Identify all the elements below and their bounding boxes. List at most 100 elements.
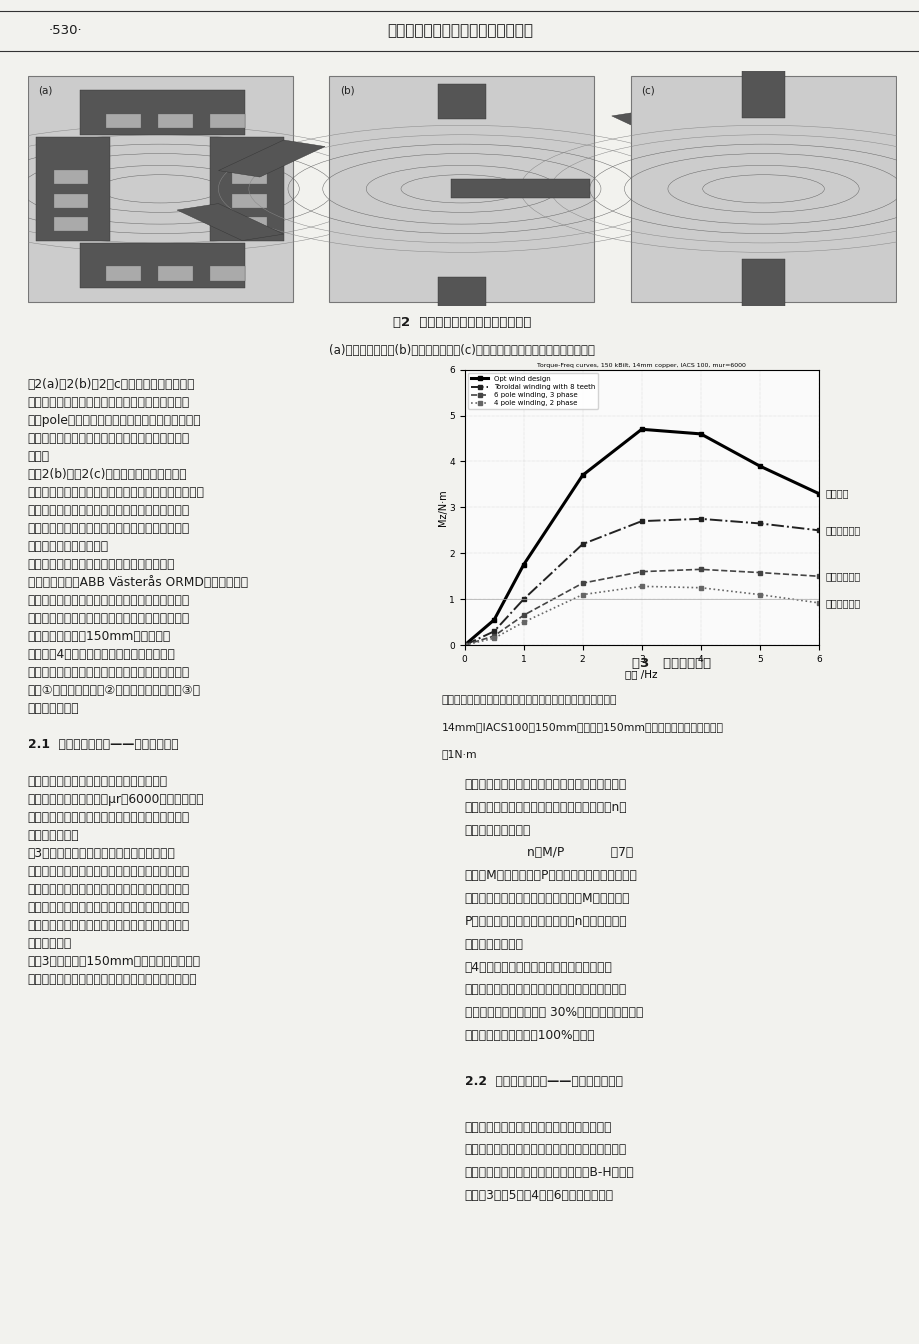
Text: P都和电流成平方比例，搔拌能效n在不饱和的情: P都和电流成平方比例，搔拌能效n在不饱和的情 (464, 915, 627, 927)
Bar (741, 259, 785, 312)
Text: 可以比三相磁极绕组高100%左右。: 可以比三相磁极绕组高100%左右。 (464, 1030, 595, 1042)
Text: 绕组，三相环形绕组和笔者新的优化设计。比较条: 绕组，三相环形绕组和笔者新的优化设计。比较条 (28, 667, 189, 679)
Opt wind design (459, 637, 470, 653)
Text: 笔者可以认为在环绕组是把线圈改绕在磁极绕组的: 笔者可以认为在环绕组是把线圈改绕在磁极绕组的 (28, 504, 189, 517)
Opt wind design (517, 556, 528, 573)
Bar (158, 114, 193, 128)
Line: Opt wind design: Opt wind design (461, 427, 821, 648)
Text: (c): (c) (641, 86, 654, 95)
Bar (652, 234, 759, 271)
Bar (741, 67, 785, 118)
6 pole winding, 3 phase (695, 562, 706, 578)
Text: 方式的绕组对搔拌器的设计有现实的指导意义。在: 方式的绕组对搔拌器的设计有现实的指导意义。在 (28, 612, 189, 625)
Bar (80, 90, 244, 134)
Opt wind design (812, 485, 823, 501)
Text: 磁极绕组和三相环形绕组的结构取得完全相同。所以，: 磁极绕组和三相环形绕组的结构取得完全相同。所以， (28, 485, 204, 499)
Text: 外装式搔拌器也采用了磁极绕组。因此，比较不同: 外装式搔拌器也采用了磁极绕组。因此，比较不同 (28, 594, 189, 607)
6 pole winding, 3 phase (459, 637, 470, 653)
Title: Torque-Freq curves, 150 kBilt, 14mm copper, IACS 100, mur=6000: Torque-Freq curves, 150 kBilt, 14mm copp… (537, 363, 745, 368)
Toroidal winding with 8 teeth (576, 536, 587, 552)
Text: 线性模型结果，横轴是频率，纵轴是搔拌力矩，结晶器铜管壁: 线性模型结果，横轴是频率，纵轴是搔拌力矩，结晶器铜管壁 (441, 695, 617, 704)
Text: 没有考虑在内。: 没有考虑在内。 (28, 829, 79, 841)
Text: 电能也少一些。因此，笔者引进搔拌能量效率n以: 电能也少一些。因此，笔者引进搔拌能量效率n以 (464, 801, 627, 813)
Text: 而剤除其他因素的影响。: 而剤除其他因素的影响。 (28, 540, 108, 552)
Text: 图4显示了四种位型的线性搔拌能效，在磁铁: 图4显示了四种位型的线性搔拌能效，在磁铁 (464, 961, 612, 973)
Text: (a)两相磁极绕组；(b)三相磁极绕组；(c)三相环形绕组；环形绕组有时不带磁齿: (a)两相磁极绕组；(b)三相磁极绕组；(c)三相环形绕组；环形绕组有时不带磁齿 (329, 344, 595, 358)
4 pole winding, 2 phase (576, 586, 587, 602)
Line: Toroidal winding with 8 teeth: Toroidal winding with 8 teeth (462, 517, 820, 646)
Text: 三相环形绕组，三相磁极绕组，两相磁极绕组。优: 三相环形绕组，三相磁极绕组，两相磁极绕组。优 (28, 883, 189, 896)
6 pole winding, 3 phase (754, 564, 765, 581)
Text: 比较图3和图5，图4和图6注意到，由于磁: 比较图3和图5，图4和图6注意到，由于磁 (464, 1189, 613, 1202)
Toroidal winding with 8 teeth (695, 511, 706, 527)
Text: 况下和电流无关。: 况下和电流无关。 (464, 938, 523, 950)
Opt wind design (636, 421, 647, 437)
Opt wind design (695, 426, 706, 442)
Bar (218, 140, 324, 177)
Text: 两相磁极绕组: 两相磁极绕组 (825, 598, 860, 607)
Text: n＝M/P            （7）: n＝M/P （7） (464, 847, 632, 859)
Text: 化设计是在三相环形绕组的基础上进一步改进而成: 化设计是在三相环形绕组的基础上进一步改进而成 (28, 900, 189, 914)
Bar (232, 218, 267, 231)
Text: 件是①相同的安匭数；②相同的结晶器铜管；③相: 件是①相同的安匭数；②相同的结晶器铜管；③相 (28, 684, 200, 698)
Text: 在图2(b)和图2(c)中，笔者有意识地把三相: 在图2(b)和图2(c)中，笔者有意识地把三相 (28, 468, 187, 481)
4 pole winding, 2 phase (517, 614, 528, 630)
4 pole winding, 2 phase (636, 578, 647, 594)
Bar (80, 243, 244, 288)
Bar (329, 77, 594, 302)
Toroidal winding with 8 teeth (517, 591, 528, 607)
Text: 耗以外的所有有功功率。因为搔拌力M和搔拌功率: 耗以外的所有有功功率。因为搔拌力M和搔拌功率 (464, 892, 630, 905)
Text: 线性模型假定的条件，即磁铁不饱和与现实情: 线性模型假定的条件，即磁铁不饱和与现实情 (464, 1121, 611, 1133)
Text: 不饱和的情况下，就最佳搔拌能效而言，三相环形: 不饱和的情况下，就最佳搔拌能效而言，三相环形 (464, 984, 626, 996)
Text: 但是，考虑到两相绕组的线圈要少两个，所消耗的: 但是，考虑到两相绕组的线圈要少两个，所消耗的 (464, 778, 626, 790)
Text: 图3   搔拌力矩比较: 图3 搔拌力矩比较 (631, 657, 710, 671)
Bar (210, 114, 244, 128)
6 pole winding, 3 phase (517, 607, 528, 624)
4 pole winding, 2 phase (812, 595, 823, 612)
6 pole winding, 3 phase (488, 628, 499, 644)
Toroidal winding with 8 teeth (459, 637, 470, 653)
Bar (106, 266, 141, 281)
Text: 笔者比较4种位型：两相磁极绕组，三相磁极: 笔者比较4种位型：两相磁极绕组，三相磁极 (28, 648, 176, 661)
Bar (232, 194, 267, 207)
Opt wind design (754, 458, 765, 474)
Line: 4 pole winding, 2 phase: 4 pole winding, 2 phase (462, 585, 820, 646)
Text: (a): (a) (38, 86, 52, 95)
Text: 同的磁轭高度。: 同的磁轭高度。 (28, 703, 79, 715)
Text: (b): (b) (339, 86, 354, 95)
Toroidal winding with 8 teeth (812, 523, 823, 539)
4 pole winding, 2 phase (459, 637, 470, 653)
Text: 要因素。在这节笔者采用一般的碳锤的B-H曲线。: 要因素。在这节笔者采用一般的碳锤的B-H曲线。 (464, 1167, 634, 1179)
Text: 目前，所有的内装式搔拌器都无例外的采用了: 目前，所有的内装式搔拌器都无例外的采用了 (28, 558, 175, 571)
Text: 绕组的搔拌力矩稍优于两相磁极绕组，但相差无几。: 绕组的搔拌力矩稍优于两相磁极绕组，但相差无几。 (28, 973, 197, 986)
Text: 绕组要比三相磁极绕组高 30%，而经过优化的设计: 绕组要比三相磁极绕组高 30%，而经过优化的设计 (464, 1007, 642, 1019)
Text: 图2(a)、2(b)和2（c）列出了三种典型的绕: 图2(a)、2(b)和2（c）列出了三种典型的绕 (28, 378, 195, 391)
Bar (53, 169, 88, 184)
Y-axis label: Mz/N·m: Mz/N·m (437, 489, 448, 526)
Text: 极（pole）上。这和早期的电机设计相似。另一种: 极（pole）上。这和早期的电机设计相似。另一种 (28, 414, 201, 426)
Text: 出一倍左右。: 出一倍左右。 (28, 937, 72, 950)
Text: ·530·: ·530· (48, 24, 82, 38)
Bar (630, 77, 895, 302)
Text: 的线性磁导率。这是一种理想的状况，磁铁的饱和: 的线性磁导率。这是一种理想的状况，磁铁的饱和 (28, 810, 189, 824)
Bar (210, 137, 284, 241)
Text: 图3列出了四种位型的搔拌力矩比较。可以看: 图3列出了四种位型的搔拌力矩比较。可以看 (28, 847, 176, 860)
Bar (611, 109, 718, 146)
Text: 本节中，笔者考虑150mm的小方坏。: 本节中，笔者考虑150mm的小方坏。 (28, 630, 171, 644)
Text: 优化设计: 优化设计 (825, 489, 848, 499)
Text: 三相环形绕组: 三相环形绕组 (825, 526, 860, 535)
Text: 三相磁极绕组: 三相磁极绕组 (825, 571, 860, 581)
Opt wind design (576, 468, 587, 484)
Bar (437, 277, 485, 312)
Text: 图2  三种常见的方坏搔拌器绕组位型: 图2 三种常见的方坏搔拌器绕组位型 (392, 316, 531, 329)
Bar (53, 194, 88, 207)
Bar (106, 114, 141, 128)
Text: 磁极绕组。除了ABB Västerås ORMD外，大部分的: 磁极绕组。除了ABB Västerås ORMD外，大部分的 (28, 577, 247, 589)
Text: 常见的设计是环形绕组，特点是线圈绕在环形的铁: 常见的设计是环形绕组，特点是线圈绕在环形的铁 (28, 431, 189, 445)
Text: 况相差很大。磁铁的饱和是搔拌器设计中的一个重: 况相差很大。磁铁的饱和是搔拌器设计中的一个重 (464, 1144, 626, 1156)
6 pole winding, 3 phase (576, 575, 587, 591)
Text: 的。优化设计的搔拌力矩比常规的三相磁极绕组高: 的。优化设计的搔拌力矩比常规的三相磁极绕组高 (28, 919, 189, 931)
Bar (158, 266, 193, 281)
Line: 6 pole winding, 3 phase: 6 pole winding, 3 phase (462, 567, 820, 646)
6 pole winding, 3 phase (636, 563, 647, 579)
